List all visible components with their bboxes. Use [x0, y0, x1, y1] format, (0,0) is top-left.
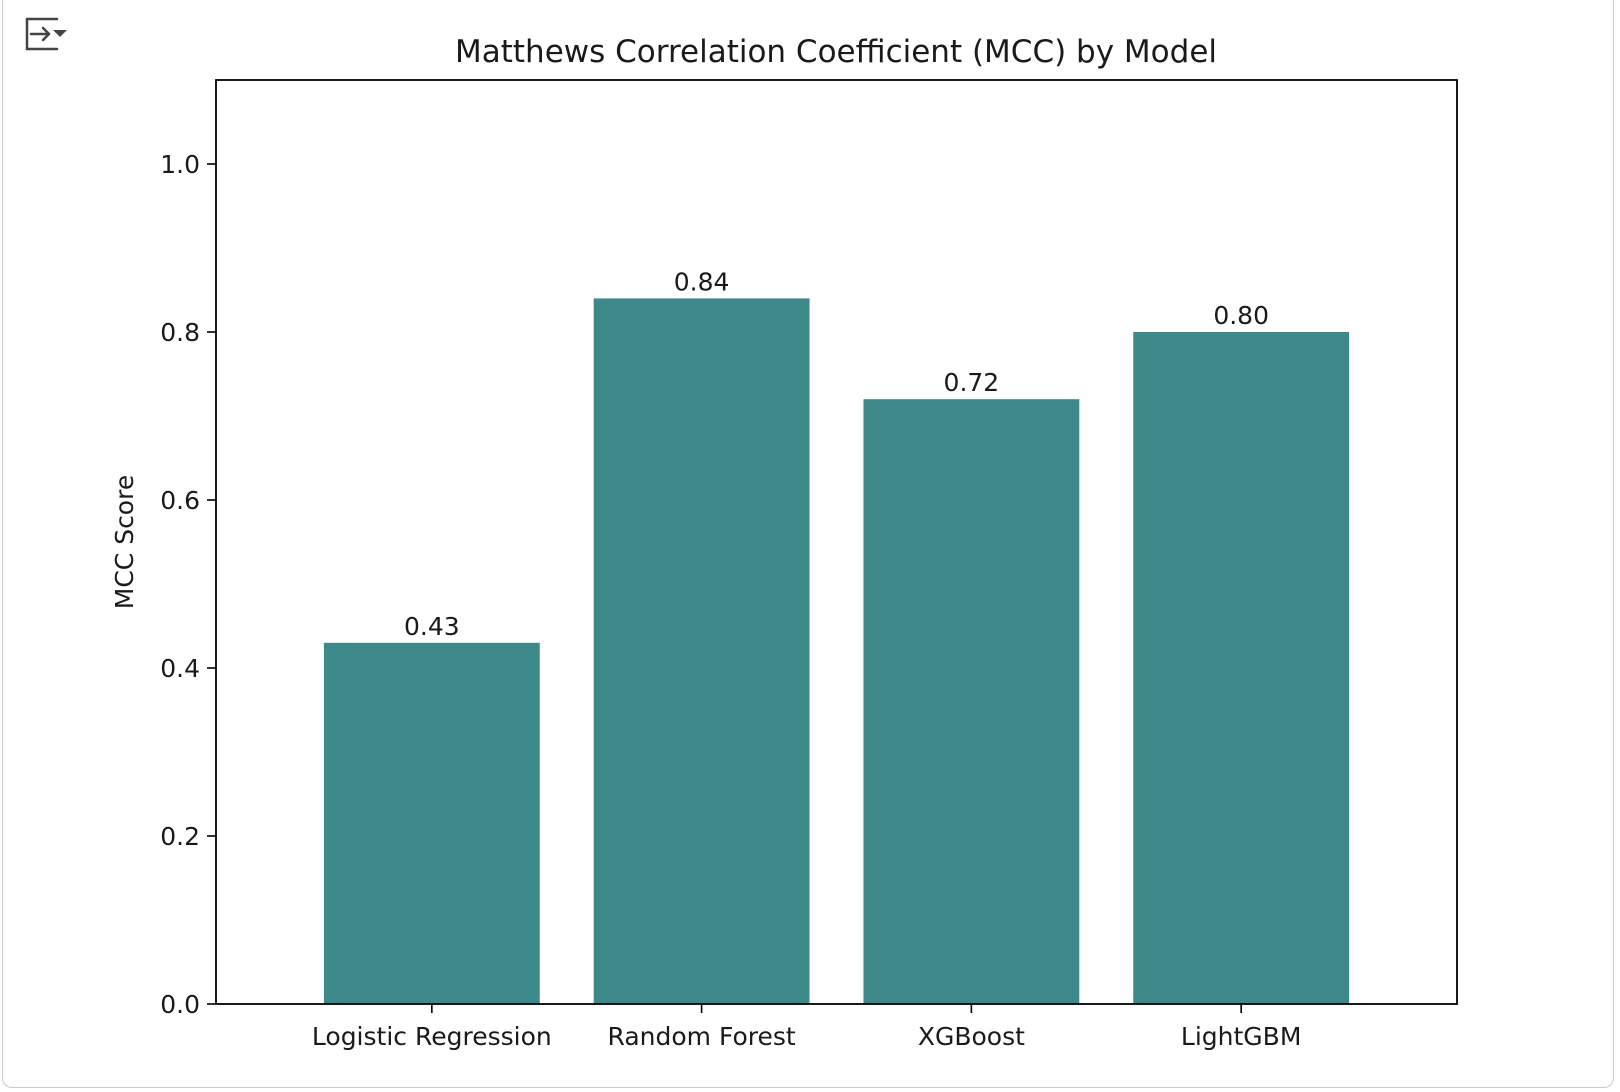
bar-random-forest [593, 298, 810, 1004]
y-tick-label: 0.6 [160, 486, 200, 515]
y-tick-label: 0.8 [160, 318, 200, 347]
bar-logistic-regression [323, 642, 540, 1004]
plot-frame [215, 79, 1458, 1005]
bar-value-label: 0.72 [944, 368, 1000, 397]
x-tick-label: LightGBM [1181, 1022, 1301, 1051]
y-axis-label: MCC Score [110, 475, 139, 609]
y-tick-label: 0.4 [160, 654, 200, 683]
output-collapse-icon[interactable] [25, 14, 69, 54]
chart-title: Matthews Correlation Coefficient (MCC) b… [455, 34, 1217, 70]
y-tick-label: 0.2 [160, 822, 200, 851]
bar-lightgbm [1133, 332, 1350, 1004]
y-tick-label: 1.0 [160, 150, 200, 179]
bar-value-label: 0.84 [674, 267, 730, 296]
x-tick-label: Random Forest [608, 1022, 796, 1051]
bar-value-label: 0.80 [1213, 301, 1269, 330]
x-tick-label: Logistic Regression [312, 1022, 552, 1051]
axes-layer: Logistic Regression Random Forest XGBoost L… [160, 79, 1458, 1051]
y-tick-label: 0.0 [160, 990, 200, 1019]
output-collapse-icon-graphic [25, 17, 67, 51]
bars-layer: 0.43 0.84 0.72 0.80 [323, 267, 1350, 1004]
bar-value-label: 0.43 [404, 612, 460, 641]
bar-xgboost [863, 399, 1080, 1004]
x-tick-label: XGBoost [918, 1022, 1025, 1051]
